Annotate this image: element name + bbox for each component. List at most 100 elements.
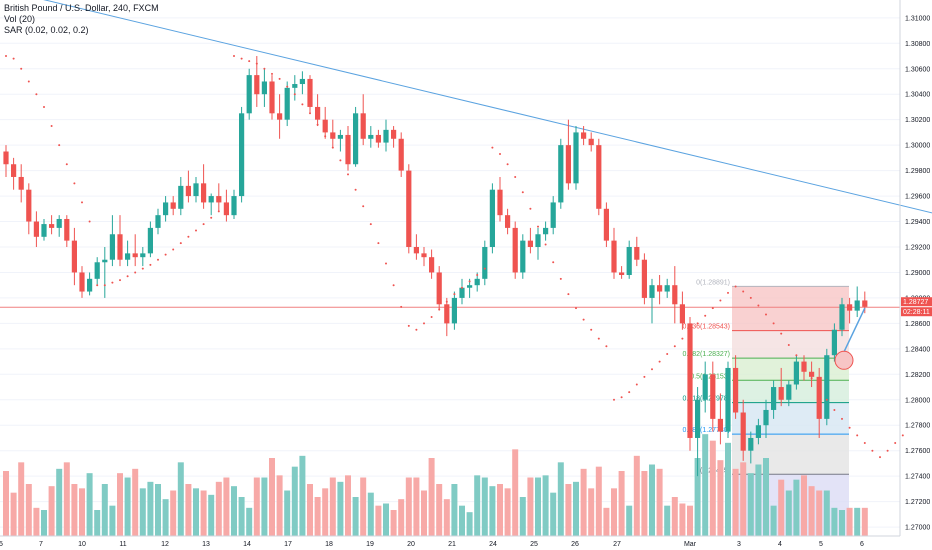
volume-bar xyxy=(200,490,207,536)
time-axis-tick-label: 13 xyxy=(202,541,210,548)
volume-bar xyxy=(770,505,777,536)
candle-body xyxy=(527,240,533,247)
candle-body xyxy=(763,409,769,426)
sar-dot xyxy=(50,125,53,128)
volume-bar xyxy=(162,499,169,536)
candle-body xyxy=(778,387,784,400)
sar-dot xyxy=(385,262,387,265)
candle-body xyxy=(87,278,93,292)
time-axis-tick-label: 7 xyxy=(39,541,43,548)
candle-body xyxy=(596,145,602,209)
sar-dot xyxy=(217,210,220,213)
candle-body xyxy=(102,259,108,263)
candle-body xyxy=(603,208,609,241)
volume-bar xyxy=(557,462,564,536)
volume-bar xyxy=(48,486,55,536)
volume-bar xyxy=(139,488,146,536)
candle-body xyxy=(223,202,229,216)
sar-dot xyxy=(210,216,213,219)
sar-dot xyxy=(301,103,304,106)
volume-bar xyxy=(360,477,367,536)
sar-dot xyxy=(81,201,83,204)
candle-body xyxy=(854,300,860,311)
time-axis-tick-label: 4 xyxy=(778,541,782,548)
sar-dot xyxy=(225,203,228,206)
candle-body xyxy=(444,304,450,324)
volume-bar xyxy=(618,471,625,536)
sar-dot xyxy=(255,62,258,65)
volume-bar xyxy=(854,507,861,536)
candle-body xyxy=(664,285,670,292)
volume-bar xyxy=(519,497,526,536)
price-axis-tick-label: 1.28200 xyxy=(905,372,930,379)
sar-dot xyxy=(499,153,501,156)
sar-dot xyxy=(476,274,479,277)
time-axis-tick-label: Mar xyxy=(684,541,697,548)
volume-bar xyxy=(193,488,199,536)
countdown-tag xyxy=(901,307,932,317)
candle-body xyxy=(451,297,457,324)
volume-bar xyxy=(428,458,435,536)
candle-body xyxy=(26,189,32,222)
candle-body xyxy=(94,262,100,279)
sar-dot xyxy=(20,67,23,70)
volume-bar xyxy=(694,458,701,536)
sar-dot xyxy=(696,322,699,325)
price-axis-tick-label: 1.28400 xyxy=(905,346,930,353)
candle-body xyxy=(679,304,685,324)
sar-dot xyxy=(620,396,623,399)
candle-body xyxy=(193,183,199,197)
sar-dot xyxy=(841,417,843,420)
candle-body xyxy=(824,355,830,419)
volume-bar xyxy=(793,479,800,536)
volume-legend: Vol (20) xyxy=(4,14,36,24)
price-axis-tick-label: 1.28600 xyxy=(905,321,930,328)
candle-body xyxy=(353,113,359,165)
sar-dot xyxy=(331,146,334,149)
target-circle xyxy=(834,350,854,370)
candle-body xyxy=(588,138,594,146)
volume-bar xyxy=(246,507,253,536)
sar-dot xyxy=(233,55,235,58)
volume-bar xyxy=(679,503,686,536)
volume-bar xyxy=(223,477,230,536)
candle-body xyxy=(246,75,252,114)
sar-dot xyxy=(772,322,775,325)
volume-bar xyxy=(740,462,747,536)
volume-bar xyxy=(215,481,222,536)
volume-bar xyxy=(253,477,260,536)
candle-body xyxy=(520,240,526,273)
sar-dot xyxy=(765,313,767,316)
sar-dot xyxy=(430,316,433,319)
candle-body xyxy=(755,425,761,438)
fib-level-label: 0.5(1.28153) xyxy=(690,373,730,380)
candle-body xyxy=(619,272,625,276)
sar-dot xyxy=(286,85,289,88)
candle-body xyxy=(56,218,62,228)
volume-bar xyxy=(375,505,382,536)
time-axis-tick-label: 25 xyxy=(530,541,538,548)
candle-body xyxy=(474,278,480,286)
chart-legend: British Pound / U.S. Dollar, 240, FXCM V… xyxy=(4,3,159,36)
sar-dot xyxy=(202,223,205,226)
volume-bar xyxy=(535,477,541,536)
candle-body xyxy=(786,384,792,400)
sar-dot xyxy=(848,426,851,429)
candle-body xyxy=(33,221,39,237)
candle-body xyxy=(634,246,640,260)
volume-bar xyxy=(405,477,412,536)
candle-body xyxy=(771,387,777,410)
fib-level-label: 0(1.28891) xyxy=(696,279,730,286)
time-axis-tick-label: 11 xyxy=(119,541,126,548)
volume-bar xyxy=(839,510,845,536)
candle-body xyxy=(254,75,260,95)
price-axis-tick-label: 1.27600 xyxy=(905,448,930,455)
countdown-label: 02:28:11 xyxy=(903,309,930,316)
sar-dot xyxy=(195,229,197,232)
volume-bar xyxy=(352,497,359,536)
sar-dot xyxy=(12,57,15,60)
sar-dot xyxy=(552,261,555,264)
volume-bar xyxy=(747,473,754,536)
candle-body xyxy=(847,304,853,311)
